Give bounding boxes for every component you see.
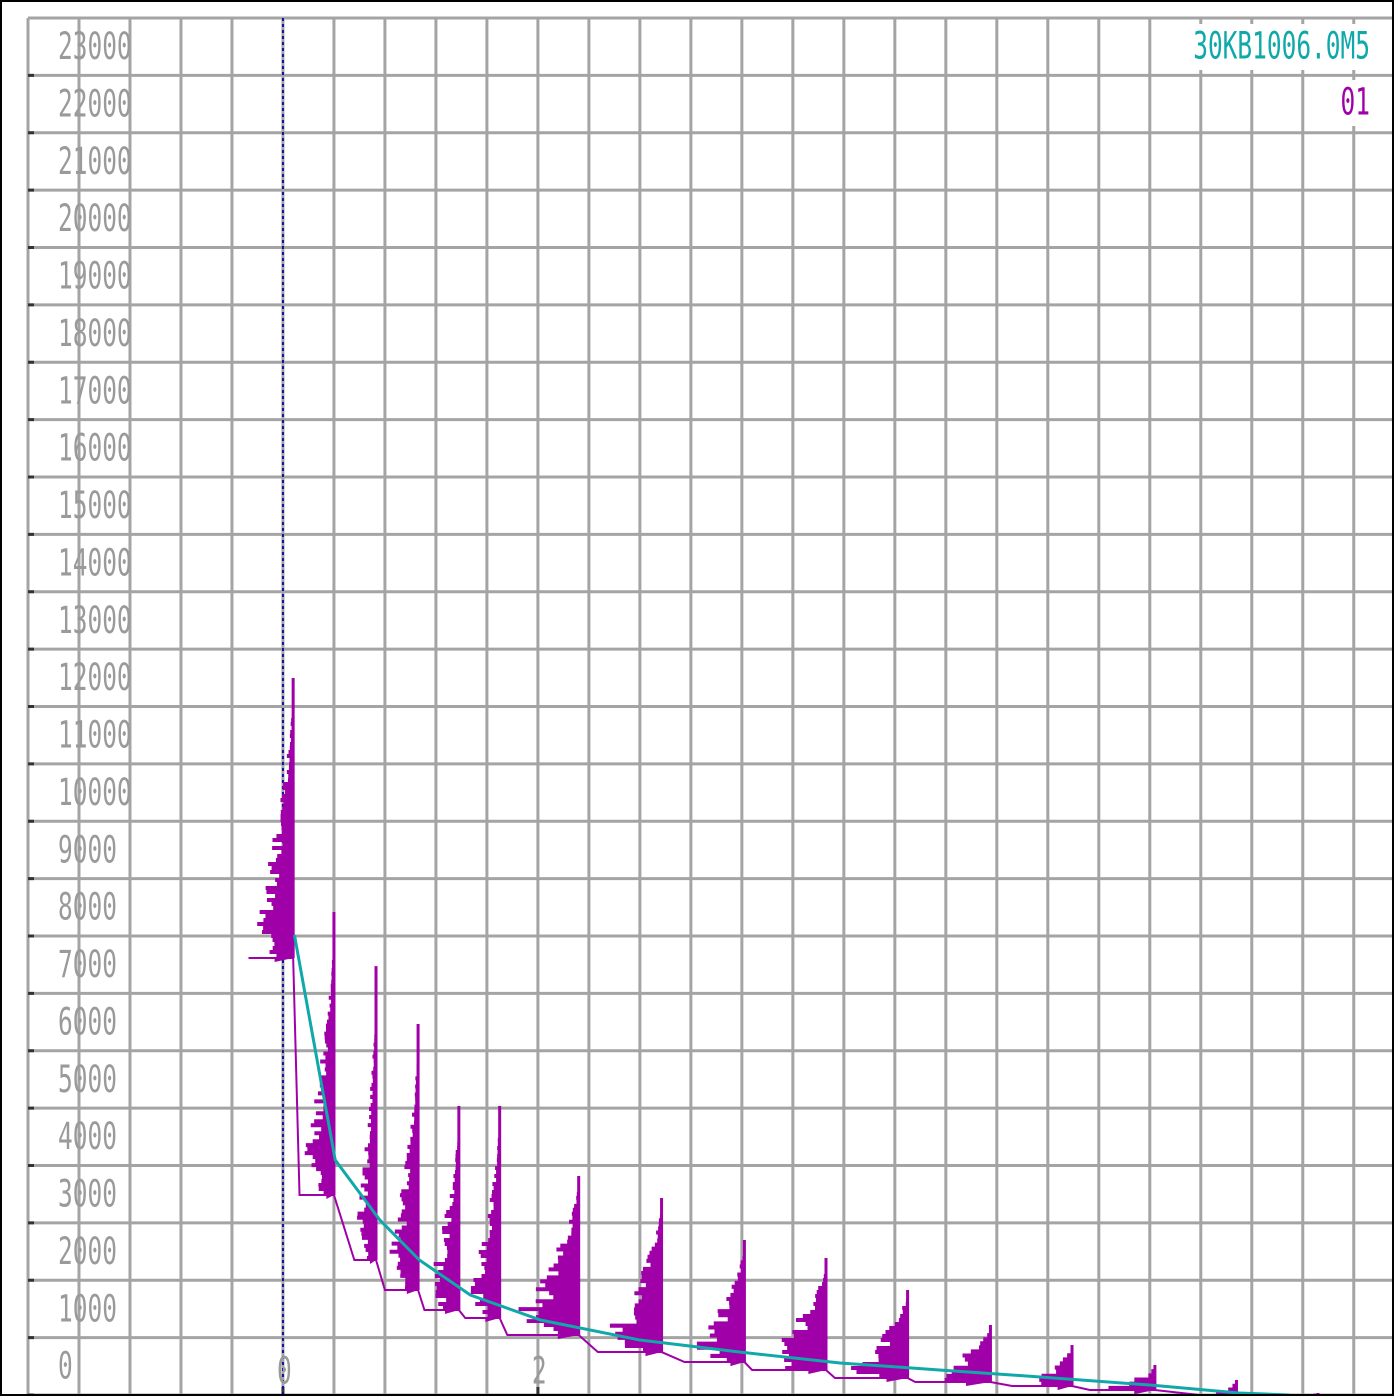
y-tick-label: 11000 xyxy=(58,714,132,757)
y-tick-label: 4000 xyxy=(58,1116,117,1159)
cluster xyxy=(433,1106,459,1315)
y-tick-label: 13000 xyxy=(58,600,132,643)
legend-box xyxy=(1160,24,1374,70)
y-tick-label: 3000 xyxy=(58,1173,117,1216)
y-tick-label: 5000 xyxy=(58,1059,117,1102)
y-tick-label: 10000 xyxy=(58,772,132,815)
cluster xyxy=(470,1106,500,1323)
x-tick-label: 2 xyxy=(532,1351,547,1394)
y-tick-label: 23000 xyxy=(58,26,132,69)
y-tick-label: 8000 xyxy=(58,887,117,930)
y-tick-label: 20000 xyxy=(58,198,132,241)
y-tick-label: 16000 xyxy=(58,428,132,471)
cluster xyxy=(1108,1364,1155,1395)
cluster-envelope xyxy=(248,957,1319,1396)
y-tick-label: 21000 xyxy=(58,141,132,184)
legend-box xyxy=(1330,80,1374,126)
cluster xyxy=(389,1024,419,1295)
y-tick-label: 9000 xyxy=(58,829,117,872)
grid xyxy=(26,16,1392,1396)
cluster xyxy=(851,1290,908,1383)
y-tick-label: 14000 xyxy=(58,542,132,585)
plot xyxy=(248,678,1320,1396)
y-tick-label: 22000 xyxy=(58,83,132,126)
y-tick-label: 0 xyxy=(58,1346,73,1389)
cluster xyxy=(304,912,334,1199)
labels: 0 1000 2000 3000 4000 5000 6000 7000 8000 9000 100… xyxy=(58,24,1374,1393)
cluster xyxy=(696,1240,745,1367)
y-tick-label: 1000 xyxy=(58,1288,117,1331)
y-tick-label: 7000 xyxy=(58,944,117,987)
cluster xyxy=(357,966,377,1265)
y-tick-label: 2000 xyxy=(58,1231,117,1274)
y-tick-label: 6000 xyxy=(58,1001,117,1044)
legend-label: 01 xyxy=(1341,82,1370,125)
cluster xyxy=(518,1175,579,1339)
y-tick-label: 15000 xyxy=(58,485,132,528)
cluster xyxy=(609,1198,662,1357)
cluster xyxy=(257,678,294,963)
cluster xyxy=(781,1257,827,1374)
y-tick-label: 17000 xyxy=(58,370,132,413)
x-tick-label: 0 xyxy=(277,1351,292,1394)
fit-line xyxy=(292,934,1291,1396)
y-tick-label: 19000 xyxy=(58,255,132,298)
y-tick-label: 12000 xyxy=(58,657,132,700)
legend-label: 30KB1006.0M5 xyxy=(1193,26,1370,69)
y-tick-label: 18000 xyxy=(58,313,132,356)
